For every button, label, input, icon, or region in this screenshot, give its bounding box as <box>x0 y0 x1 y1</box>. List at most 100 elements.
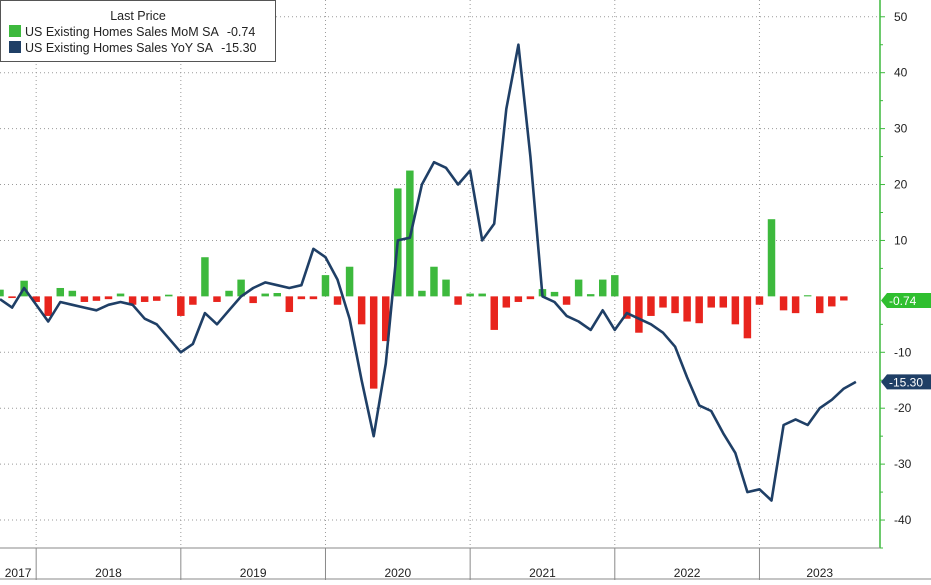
x-tick-label: 2021 <box>529 566 556 580</box>
x-tick-label: 2023 <box>806 566 833 580</box>
mom-bar <box>803 295 812 297</box>
mom-bar <box>213 296 221 302</box>
legend-entry-yoy: US Existing Homes Sales YoY SA -15.30 <box>9 41 257 56</box>
legend-label-mom: US Existing Homes Sales MoM SA <box>25 25 219 39</box>
legend-value-yoy: -15.30 <box>221 41 257 55</box>
mom-bar <box>671 296 679 314</box>
mom-bar <box>683 296 691 322</box>
mom-bar <box>767 219 776 297</box>
mom-bar <box>189 296 197 305</box>
legend-header: Last Price <box>110 9 166 23</box>
mom-bar <box>68 290 77 297</box>
mom-bar <box>635 296 643 333</box>
mom-bar <box>333 296 342 305</box>
last-value-label: -15.30 <box>889 375 923 389</box>
mom-bar <box>791 296 800 314</box>
legend-swatch-yoy <box>9 41 21 53</box>
y-tick-label: 40 <box>894 66 908 80</box>
mom-bar <box>8 296 16 299</box>
mom-bar <box>345 266 354 297</box>
mom-bar <box>586 294 595 297</box>
y-tick-label: 30 <box>894 122 908 136</box>
y-tick-label: -20 <box>894 401 912 415</box>
mom-bar <box>382 296 390 342</box>
y-tick-label: -10 <box>894 345 912 359</box>
mom-bar <box>562 296 571 305</box>
mom-bar <box>478 293 486 297</box>
mom-bar <box>743 296 752 339</box>
last-value-flag <box>881 374 931 390</box>
y-tick-label: -30 <box>894 457 912 471</box>
mom-bar <box>0 289 4 297</box>
last-value-labels: -0.74 -15.30 <box>881 293 931 390</box>
mom-bar <box>719 296 728 308</box>
mom-bar <box>574 279 583 297</box>
mom-bar <box>526 296 535 300</box>
mom-bar <box>80 296 89 302</box>
mom-bar <box>225 290 233 297</box>
mom-bar <box>309 296 318 300</box>
mom-bar <box>116 293 125 297</box>
x-tick-label: 2020 <box>384 566 411 580</box>
last-value-label: -0.74 <box>889 294 917 308</box>
mom-bar <box>550 291 559 297</box>
mom-bar <box>32 296 40 302</box>
mom-bar <box>140 296 149 302</box>
mom-bar <box>442 279 450 297</box>
mom-bar <box>297 296 306 300</box>
gridlines <box>0 0 880 548</box>
mom-bar <box>261 293 269 297</box>
legend: Last Price US Existing Homes Sales MoM S… <box>0 0 276 62</box>
x-tick-label: 2017 <box>5 566 32 580</box>
mom-bar <box>514 296 523 302</box>
mom-bar <box>273 293 281 297</box>
mom-bar <box>177 296 185 316</box>
mom-bar <box>623 296 631 319</box>
x-tick-label: 2018 <box>95 566 122 580</box>
legend-value-mom: -0.74 <box>226 25 256 39</box>
x-tick-label: 2019 <box>240 566 267 580</box>
mom-bar <box>815 296 824 314</box>
mom-bar <box>152 296 161 301</box>
mom-bar <box>104 296 113 300</box>
mom-bar <box>502 296 511 308</box>
mom-bar <box>237 279 245 297</box>
yoy-line <box>0 43 857 502</box>
mom-bar <box>731 296 740 325</box>
mom-bar <box>695 296 703 324</box>
mom-bar <box>611 275 619 297</box>
mom-bar <box>430 266 438 297</box>
mom-bar <box>418 290 426 297</box>
legend-label-yoy: US Existing Homes Sales YoY SA <box>25 41 214 55</box>
legend-swatch-mom <box>9 25 21 37</box>
mom-bar <box>201 257 209 297</box>
mom-bar <box>490 296 498 330</box>
y-tick-label: 20 <box>894 178 908 192</box>
mom-bar <box>707 296 715 308</box>
mom-bar <box>285 296 294 313</box>
mom-bar <box>321 275 330 297</box>
mom-bar <box>647 296 655 316</box>
mom-bar <box>56 287 65 297</box>
mom-bar <box>840 296 848 301</box>
mom-bar <box>249 296 257 304</box>
mom-bar <box>659 296 667 308</box>
y-tick-label: 50 <box>894 10 908 24</box>
yoy-series-line <box>0 43 857 502</box>
mom-bar <box>755 296 764 305</box>
last-value-flag <box>881 293 931 309</box>
mom-bar <box>599 279 607 297</box>
mom-bar <box>357 296 366 325</box>
mom-bars <box>0 170 848 389</box>
legend-entry-mom: US Existing Homes Sales MoM SA -0.74 <box>9 25 255 40</box>
mom-bar <box>779 296 788 311</box>
x-tick-label: 2022 <box>674 566 701 580</box>
mom-bar <box>369 296 378 389</box>
mom-bar <box>92 296 101 301</box>
mom-bar <box>44 296 52 316</box>
y-axis: 50 40 30 20 10 -10 -20 -30 -40 <box>879 0 912 549</box>
x-axis: 2017 2018 2019 2020 2021 2022 2023 <box>0 547 931 580</box>
y-tick-label: 10 <box>894 233 908 247</box>
